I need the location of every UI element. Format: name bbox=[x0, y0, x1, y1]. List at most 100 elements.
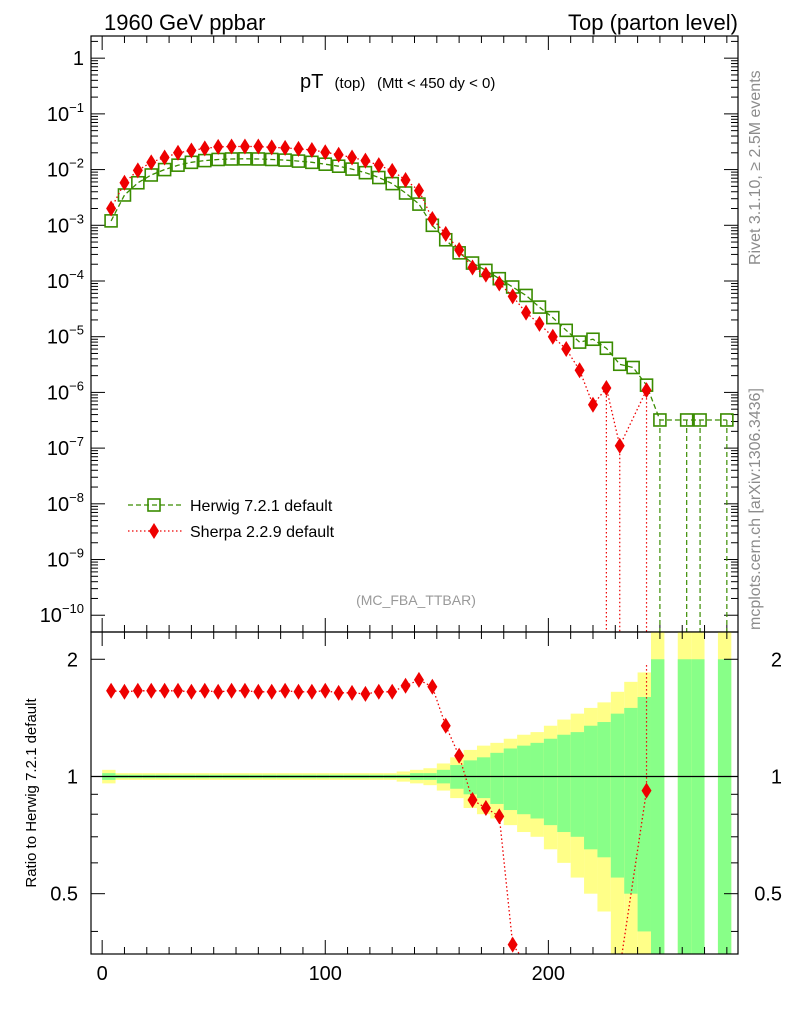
header-left: 1960 GeV ppbar bbox=[104, 10, 265, 35]
sherpa-marker bbox=[387, 162, 398, 179]
sherpa-marker bbox=[293, 140, 304, 157]
ratio-sherpa-marker bbox=[306, 683, 317, 700]
ratio-band-green bbox=[517, 745, 531, 815]
sherpa-marker bbox=[333, 146, 344, 163]
sherpa-marker bbox=[253, 138, 264, 155]
sherpa-marker bbox=[467, 259, 478, 276]
mcplots-credit-label: mcplots.cern.ch [arXiv:1306.3436] bbox=[747, 388, 764, 630]
ratio-band-green bbox=[597, 722, 611, 858]
x-tick-label: 0 bbox=[97, 963, 108, 985]
ratio-sherpa-marker bbox=[333, 684, 344, 701]
legend-entry-sherpa: Sherpa 2.2.9 default bbox=[128, 523, 335, 541]
ratio-y-tick-label-right: 0.5 bbox=[754, 884, 782, 906]
ratio-sherpa-marker bbox=[159, 682, 170, 699]
rivet-version-label: Rivet 3.1.10, ≥ 2.5M events bbox=[747, 70, 764, 265]
sherpa-marker bbox=[239, 138, 250, 155]
ratio-sherpa-marker bbox=[266, 683, 277, 700]
ratio-plot-frame bbox=[90, 631, 739, 955]
sherpa-marker bbox=[400, 172, 411, 189]
ratio-band-green bbox=[557, 734, 571, 833]
ratio-sherpa-marker bbox=[360, 685, 371, 702]
herwig-marker bbox=[653, 413, 667, 427]
herwig-marker bbox=[586, 332, 600, 347]
sherpa-marker bbox=[413, 182, 424, 199]
sherpa-marker bbox=[601, 379, 612, 396]
sherpa-marker bbox=[534, 315, 545, 332]
legend: Herwig 7.2.1 default Sherpa 2.2.9 defaul… bbox=[128, 498, 335, 541]
sherpa-marker bbox=[213, 138, 224, 155]
analysis-watermark: (MC_FBA_TTBAR) bbox=[356, 592, 476, 608]
plot-title: pT (top) (Mtt < 450 dy < 0) bbox=[300, 71, 495, 93]
legend-label-herwig: Herwig 7.2.1 default bbox=[190, 498, 333, 515]
plot-title-cut: (Mtt < 450 dy < 0) bbox=[377, 75, 495, 92]
legend-label-sherpa: Sherpa 2.2.9 default bbox=[190, 524, 335, 541]
ratio-sherpa-marker bbox=[400, 677, 411, 694]
herwig-marker bbox=[532, 300, 547, 314]
x-tick-label: 100 bbox=[309, 963, 342, 985]
herwig-marker bbox=[612, 357, 627, 372]
main-y-tick-label: 10−8 bbox=[47, 490, 84, 516]
ratio-band-green bbox=[490, 752, 504, 804]
sherpa-marker bbox=[547, 328, 558, 345]
ratio-band-green bbox=[463, 760, 477, 795]
ratio-band-green bbox=[624, 707, 638, 894]
ratio-sherpa-marker bbox=[454, 747, 465, 764]
ratio-sherpa-marker bbox=[347, 684, 358, 701]
ratio-band-green bbox=[637, 697, 651, 932]
ratio-sherpa-marker bbox=[440, 717, 451, 734]
main-y-tick-label: 10−6 bbox=[47, 378, 84, 404]
main-y-tick-label: 10−7 bbox=[47, 434, 84, 460]
ratio-y-tick-label: 2 bbox=[67, 649, 78, 671]
main-y-tick-label: 10−10 bbox=[40, 601, 84, 627]
sherpa-marker bbox=[159, 149, 170, 166]
sherpa-marker bbox=[226, 138, 237, 155]
ratio-sherpa-marker bbox=[320, 682, 331, 699]
ratio-y-tick-label-right: 2 bbox=[771, 649, 782, 671]
ratio-band-green bbox=[610, 713, 625, 878]
ratio-sherpa-marker bbox=[213, 683, 224, 700]
ratio-band-green bbox=[503, 748, 518, 811]
x-tick-label: 200 bbox=[532, 963, 565, 985]
ratio-band-green bbox=[717, 659, 732, 954]
sherpa-marker bbox=[199, 140, 210, 157]
sherpa-marker bbox=[280, 139, 291, 156]
sherpa-marker bbox=[373, 157, 384, 174]
sherpa-marker bbox=[521, 304, 532, 321]
sherpa-marker bbox=[320, 144, 331, 161]
sherpa-marker bbox=[614, 437, 625, 454]
ratio-band-green bbox=[530, 742, 544, 819]
header-right: Top (parton level) bbox=[568, 10, 738, 35]
ratio-sherpa-marker bbox=[467, 792, 478, 809]
sherpa-marker bbox=[360, 152, 371, 169]
sherpa-marker bbox=[106, 200, 117, 217]
herwig-marker bbox=[599, 341, 614, 356]
sherpa-marker bbox=[132, 162, 143, 179]
herwig-marker bbox=[679, 413, 694, 427]
legend-marker-herwig bbox=[147, 498, 161, 512]
ratio-sherpa-marker bbox=[427, 678, 438, 695]
ratio-sherpa-marker bbox=[641, 782, 652, 799]
herwig-marker bbox=[720, 413, 734, 427]
sherpa-marker bbox=[641, 382, 652, 399]
ratio-sherpa-marker bbox=[239, 682, 250, 699]
sherpa-marker bbox=[494, 275, 505, 292]
ratio-y-axis-label: Ratio to Herwig 7.2.1 default bbox=[23, 698, 40, 888]
ratio-sherpa-marker bbox=[199, 682, 210, 699]
main-y-tick-label: 10−1 bbox=[47, 100, 84, 126]
ratio-sherpa-marker bbox=[387, 683, 398, 700]
main-y-tick-label: 10−2 bbox=[47, 156, 84, 182]
ratio-band-green bbox=[584, 725, 598, 850]
ratio-sherpa-marker bbox=[146, 682, 157, 699]
herwig-marker bbox=[572, 335, 587, 349]
ratio-sherpa-marker bbox=[507, 936, 518, 953]
ratio-sherpa-marker bbox=[253, 683, 264, 700]
sherpa-marker bbox=[574, 362, 585, 379]
sherpa-marker bbox=[146, 154, 157, 171]
herwig-marker bbox=[559, 323, 574, 338]
plot-title-main: pT bbox=[300, 71, 323, 93]
ratio-band-green bbox=[650, 659, 665, 954]
herwig-line bbox=[110, 158, 727, 421]
herwig-marker bbox=[519, 288, 533, 303]
ratio-sherpa-marker bbox=[226, 682, 237, 699]
